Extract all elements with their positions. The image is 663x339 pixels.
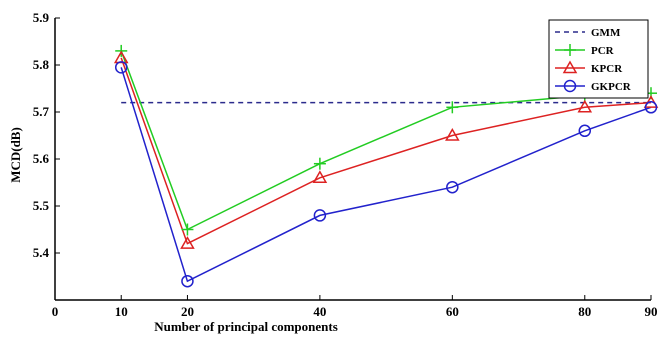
y-tick-label: 5.7 bbox=[33, 104, 50, 119]
legend: GMM PCR KPCR GKPCR bbox=[548, 19, 649, 99]
triangle-marker bbox=[577, 99, 593, 113]
circle-marker bbox=[313, 209, 327, 222]
y-tick-label: 5.8 bbox=[33, 57, 50, 72]
plus-marker bbox=[181, 223, 194, 236]
triangle-marker bbox=[445, 127, 460, 141]
axes: 5.4 5.5 5.6 5.7 5.8 5.9 0 20 40 60 80 90 10 bbox=[33, 10, 658, 319]
plus-marker bbox=[564, 44, 576, 56]
x-tick-label: 90 bbox=[645, 304, 658, 319]
legend-box bbox=[548, 19, 649, 99]
legend-label-gmm: GMM bbox=[591, 27, 621, 39]
circle-marker bbox=[114, 61, 128, 74]
legend-label-kpcr: KPCR bbox=[591, 63, 623, 75]
y-tick-label: 5.6 bbox=[33, 151, 50, 166]
y-tick-label: 5.5 bbox=[33, 198, 50, 213]
triangle-marker bbox=[312, 170, 328, 184]
x-tick-label: 10 bbox=[115, 304, 128, 319]
y-tick-label: 5.4 bbox=[33, 245, 50, 260]
series-line-gkpcr bbox=[120, 67, 652, 283]
plus-marker bbox=[313, 157, 326, 170]
y-axis-title: MCD(dB) bbox=[8, 127, 23, 183]
x-tick-label: 0 bbox=[52, 304, 59, 319]
x-tick-label: 60 bbox=[446, 304, 459, 319]
legend-label-pcr: PCR bbox=[591, 45, 615, 57]
circle-marker bbox=[644, 101, 658, 114]
series-line-kpcr bbox=[120, 57, 652, 245]
circle-marker bbox=[446, 180, 459, 194]
x-tick-label: 20 bbox=[181, 304, 194, 319]
y-tick-label: 5.9 bbox=[33, 10, 50, 25]
circle-marker bbox=[563, 79, 577, 93]
plus-marker bbox=[446, 101, 459, 114]
circle-marker bbox=[578, 124, 592, 138]
circle-marker bbox=[181, 274, 194, 288]
triangle-marker bbox=[180, 236, 195, 249]
markers-group bbox=[113, 44, 659, 288]
x-tick-label: 80 bbox=[578, 304, 591, 319]
triangle-marker bbox=[562, 60, 578, 74]
x-axis-title: Number of principal components bbox=[154, 319, 338, 334]
x-tick-label: 40 bbox=[313, 304, 326, 319]
legend-label-gkpcr: GKPCR bbox=[591, 81, 632, 93]
